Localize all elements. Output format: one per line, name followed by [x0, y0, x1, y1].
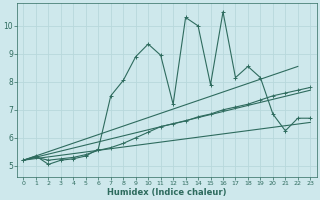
X-axis label: Humidex (Indice chaleur): Humidex (Indice chaleur) — [107, 188, 227, 197]
